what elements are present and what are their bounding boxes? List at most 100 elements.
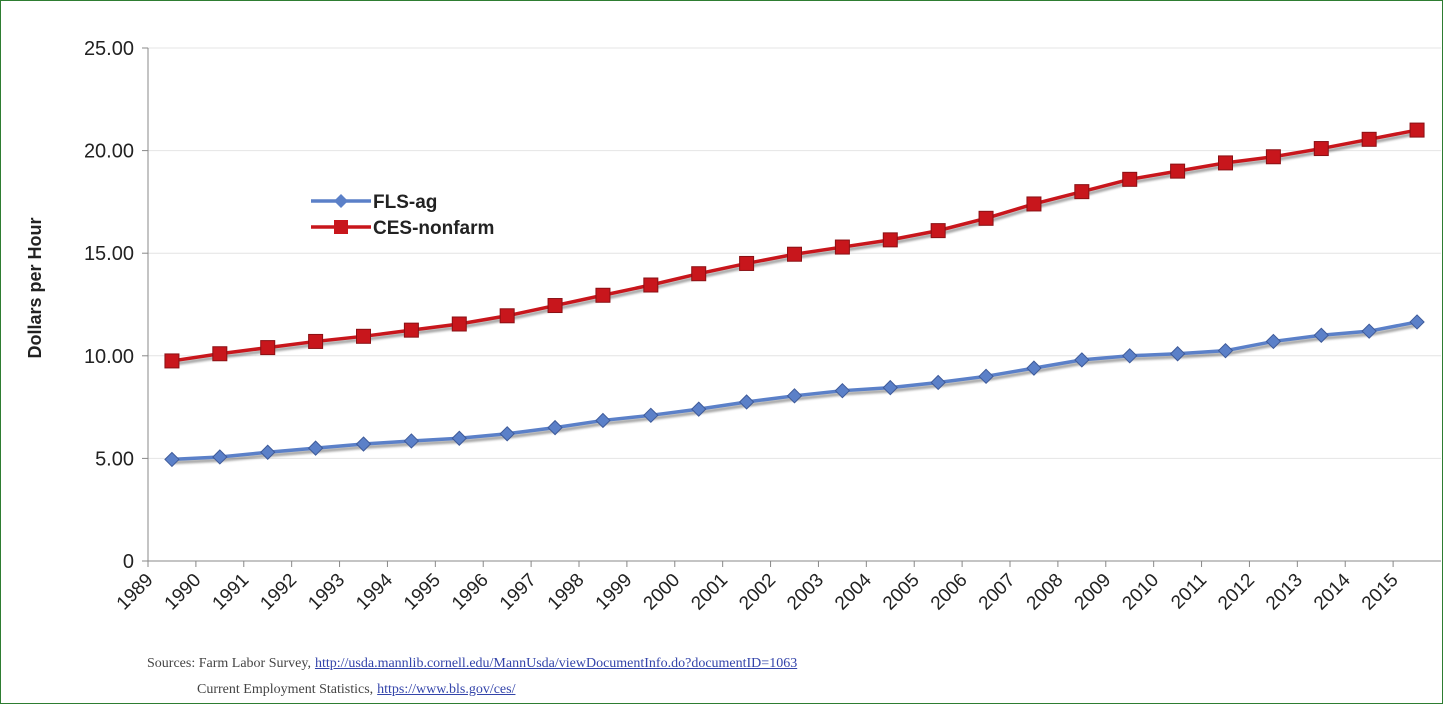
data-point xyxy=(1361,131,1377,147)
x-tick-label: 2015 xyxy=(1358,570,1403,615)
data-point xyxy=(308,333,324,349)
data-point xyxy=(978,368,994,385)
x-tick-label: 1995 xyxy=(400,570,445,615)
x-tick-label: 2013 xyxy=(1262,570,1307,615)
data-point xyxy=(1265,333,1282,350)
data-point xyxy=(1409,122,1425,138)
data-point xyxy=(1074,184,1090,200)
data-point xyxy=(1074,352,1090,368)
data-point xyxy=(691,266,707,282)
x-tick-label: 2014 xyxy=(1310,569,1355,614)
data-point xyxy=(643,277,659,293)
data-point xyxy=(930,374,946,391)
data-point xyxy=(451,316,467,332)
source-link[interactable]: http://usda.mannlib.cornell.edu/MannUsda… xyxy=(314,656,798,671)
data-point xyxy=(834,239,850,255)
x-tick-label: 1997 xyxy=(496,570,541,615)
data-point xyxy=(355,436,372,452)
data-point xyxy=(1122,171,1138,187)
data-point xyxy=(1313,141,1329,157)
data-point xyxy=(595,412,611,429)
x-tick-label: 1990 xyxy=(161,570,206,615)
x-tick-label: 2007 xyxy=(975,570,1020,615)
x-tick-label: 1992 xyxy=(256,570,301,615)
data-point xyxy=(451,430,467,446)
x-tick-label: 1996 xyxy=(448,570,493,615)
data-point xyxy=(1026,360,1042,376)
y-tick-label: 10.00 xyxy=(84,346,134,368)
x-tick-label: 2012 xyxy=(1214,570,1259,615)
legend-label: CES-nonfarm xyxy=(373,218,494,239)
x-tick-label: 1998 xyxy=(544,570,589,615)
x-tick-label: 1994 xyxy=(352,569,397,614)
legend-label: FLS-ag xyxy=(373,192,437,213)
data-point xyxy=(547,419,563,436)
chart: Dollars per Hour 0 5.00 10.00 15.00 20.00 25.… xyxy=(25,38,1441,615)
data-point xyxy=(403,322,419,338)
data-point xyxy=(1217,342,1234,359)
y-tick-label: 20.00 xyxy=(84,141,134,163)
source-text: Current Employment Statistics, xyxy=(197,682,374,697)
x-tick-label: 2003 xyxy=(783,570,828,615)
x-tick-label: 2001 xyxy=(687,570,732,615)
data-point xyxy=(260,444,276,460)
x-tick-label: 2010 xyxy=(1118,570,1163,615)
x-tick-label: 2004 xyxy=(831,569,876,614)
data-point xyxy=(738,394,755,410)
x-tick-label: 2005 xyxy=(879,570,924,615)
data-point xyxy=(164,451,180,468)
data-point xyxy=(1265,149,1281,165)
data-point xyxy=(691,401,707,417)
data-point xyxy=(547,298,563,314)
data-point xyxy=(834,382,851,399)
data-point xyxy=(1122,348,1138,364)
data-point xyxy=(260,340,276,356)
data-point xyxy=(595,287,611,303)
data-point xyxy=(499,426,515,442)
x-tick-label: 1991 xyxy=(209,570,254,615)
source-text: Sources: Farm Labor Survey, xyxy=(147,656,311,671)
data-point xyxy=(930,223,946,239)
data-point xyxy=(1313,327,1329,343)
data-point xyxy=(787,246,802,262)
data-point xyxy=(212,346,228,362)
data-point xyxy=(307,440,324,456)
source-line: Current Employment Statistics, https://ww… xyxy=(197,682,515,698)
data-point xyxy=(1361,323,1377,339)
x-tick-label: 2000 xyxy=(640,570,685,615)
y-tick-label: 25.00 xyxy=(84,38,134,60)
legend-marker xyxy=(334,194,348,208)
data-point xyxy=(739,255,755,271)
source-line: Sources: Farm Labor Survey, http://usda.m… xyxy=(147,656,797,672)
data-point xyxy=(403,433,420,449)
data-point xyxy=(786,388,803,404)
legend-marker xyxy=(334,220,348,234)
x-tick-label: 2009 xyxy=(1071,570,1116,615)
y-axis-title: Dollars per Hour xyxy=(25,217,45,358)
data-point xyxy=(643,407,659,424)
x-tick-label: 2006 xyxy=(927,570,972,615)
data-point xyxy=(499,308,515,324)
data-point xyxy=(1169,346,1186,362)
data-point xyxy=(1026,196,1042,212)
data-point xyxy=(882,379,898,396)
x-tick-label: 2011 xyxy=(1167,570,1211,614)
y-tick-label: 15.00 xyxy=(84,243,134,265)
data-point xyxy=(164,353,180,369)
x-tick-label: 2002 xyxy=(735,570,780,615)
data-point xyxy=(1409,314,1425,330)
x-tick-label: 1989 xyxy=(113,570,158,615)
x-tick-label: 1999 xyxy=(592,570,637,615)
data-point xyxy=(978,210,994,226)
data-point xyxy=(882,232,898,248)
source-link[interactable]: https://www.bls.gov/ces/ xyxy=(377,682,516,697)
y-tick-label: 5.00 xyxy=(95,448,134,470)
data-point xyxy=(1218,155,1233,171)
x-tick-label: 2008 xyxy=(1023,570,1068,615)
data-point xyxy=(1170,163,1186,179)
x-tick-label: 1993 xyxy=(304,570,349,615)
data-point xyxy=(212,449,228,465)
data-point xyxy=(356,328,371,344)
y-tick-label: 0 xyxy=(123,551,134,573)
